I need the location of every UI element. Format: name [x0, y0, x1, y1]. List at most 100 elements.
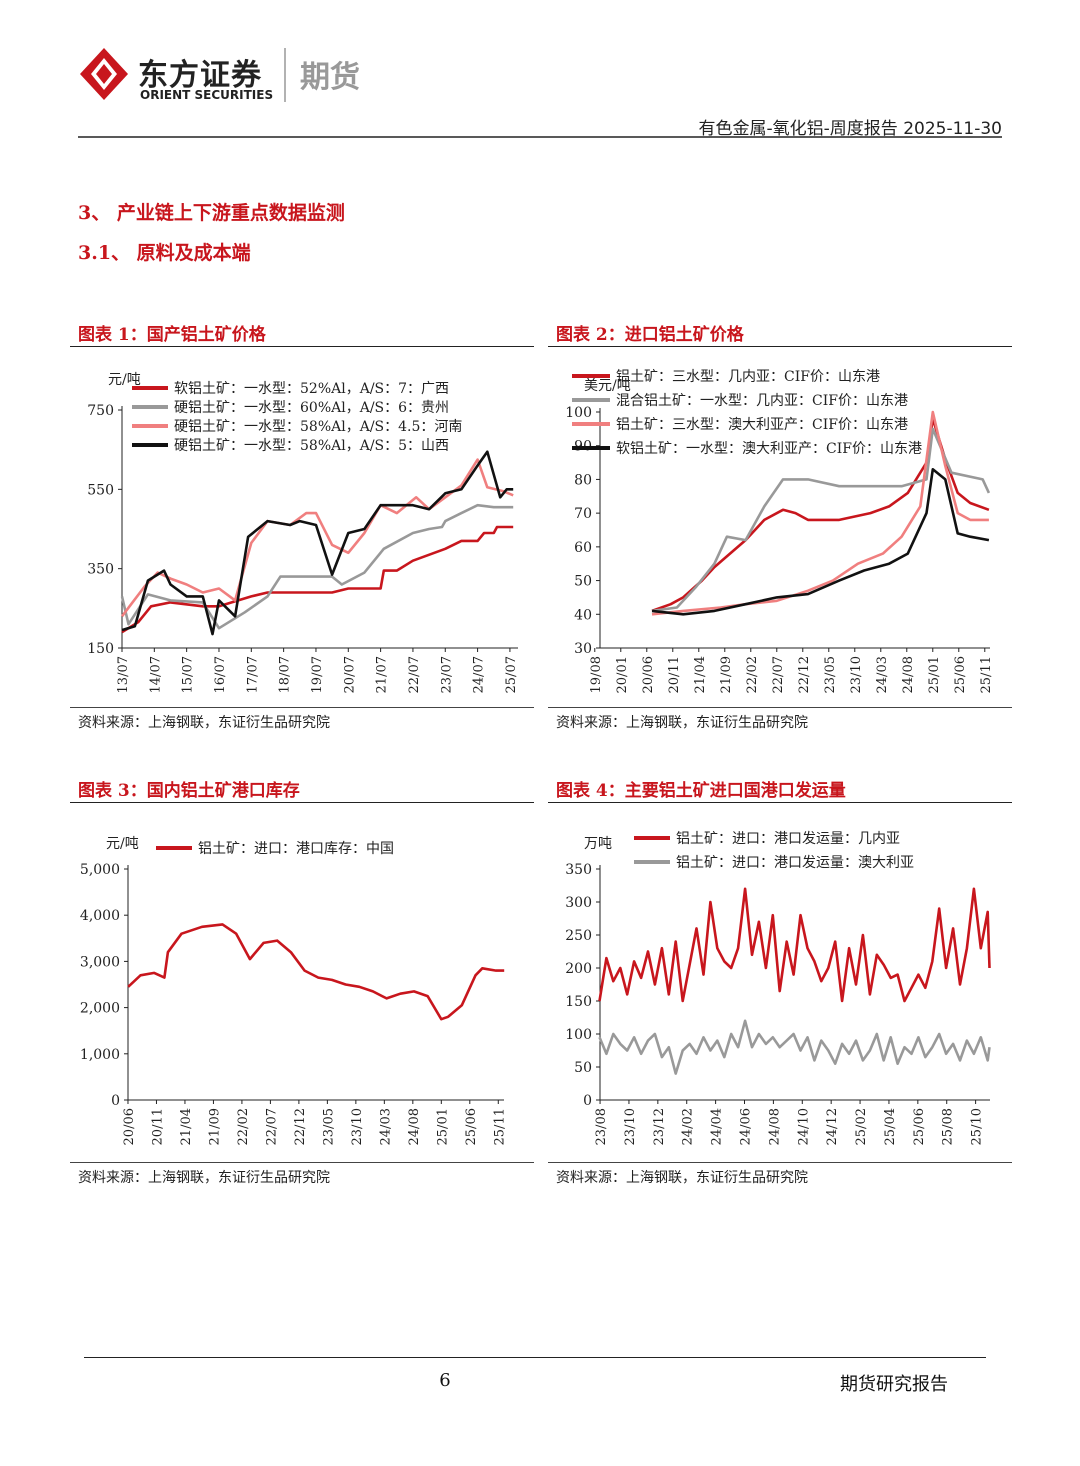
x-tick-label: 20/06 [641, 656, 656, 693]
x-tick-label: 25/01 [435, 1108, 450, 1145]
x-tick-label: 25/11 [979, 656, 994, 693]
legend-label-2: 混合铝土矿：一水型：几内亚：CIF价：山东港 [616, 393, 908, 409]
x-tick-label: 13/07 [116, 656, 131, 693]
figure-1-top-rule [70, 346, 534, 347]
x-tick-label: 22/07 [771, 656, 786, 693]
y-tick-label: 100 [565, 1027, 592, 1043]
footer-rule [84, 1357, 986, 1358]
x-tick-label: 20/06 [122, 1108, 137, 1145]
x-tick-label: 24/08 [767, 1108, 782, 1145]
x-tick-label: 23/10 [849, 656, 864, 693]
figure-4-title: 图表 4：主要铝土矿进口国港口发运量 [556, 781, 846, 801]
y-tick-label: 0 [111, 1093, 120, 1109]
chart-2-svg: 3040506070809010019/0820/0120/0620/1121/… [565, 369, 994, 693]
x-tick-label: 25/06 [912, 1108, 927, 1145]
figure-1-bottom-rule [70, 707, 534, 708]
division-label: 期货 [300, 60, 360, 95]
x-tick-label: 23/10 [350, 1108, 365, 1145]
brand-name-cn: 东方证券 [138, 58, 262, 93]
y-tick-label: 3,000 [80, 954, 120, 970]
footer-label: 期货研究报告 [840, 1374, 948, 1395]
legend-label-2: 硬铝土矿：一水型：60%Al，A/S：6：贵州 [174, 400, 449, 416]
y-tick-label: 0 [583, 1093, 592, 1109]
legend-label-4: 软铝土矿：一水型：澳大利亚产：CIF价：山东港 [616, 441, 922, 457]
figure-3-bottom-rule [70, 1162, 534, 1163]
legend-label-3: 硬铝土矿：一水型：58%Al，A/S：4.5：河南 [174, 419, 462, 435]
figure-2-bottom-rule [548, 707, 1012, 708]
y-tick-label: 150 [87, 641, 114, 657]
figure-4-top-rule [548, 802, 1012, 803]
chart-3: 0 1,000 2,000 3,000 4,000 5,000 20/06 20/11 21/0… [70, 808, 534, 1164]
y-tick-label: 200 [565, 961, 592, 977]
y-tick-label: 1,000 [80, 1047, 120, 1063]
x-tick-label: 25/07 [504, 656, 519, 693]
y-tick-label: 350 [87, 562, 114, 578]
y-tick-label: 100 [565, 405, 592, 421]
x-tick-label: 24/08 [901, 656, 916, 693]
brand-name-en: ORIENT SECURITIES [140, 88, 274, 102]
legend-label-3: 铝土矿：三水型：澳大利亚产：CIF价：山东港 [616, 417, 908, 433]
x-tick-label: 24/02 [681, 1108, 696, 1145]
legend-label-4: 硬铝土矿：一水型：58%Al，A/S：5：山西 [174, 438, 449, 454]
x-tick-label: 23/07 [439, 656, 454, 693]
series-line-1 [598, 887, 991, 1003]
x-tick-label: 25/01 [927, 656, 942, 693]
x-tick-label: 16/07 [213, 656, 228, 693]
x-tick-label: 25/06 [464, 1108, 479, 1145]
x-tick-label: 15/07 [181, 656, 196, 693]
y-tick-label: 300 [565, 895, 592, 911]
y-tick-label: 350 [565, 862, 592, 878]
y-tick-label: 4,000 [80, 908, 120, 924]
x-tick-label: 21/09 [207, 1108, 222, 1145]
y-unit-label: 元/吨 [108, 372, 141, 388]
y-unit-label: 元/吨 [106, 836, 139, 852]
x-tick-label: 21/07 [375, 656, 390, 693]
y-tick-label: 150 [565, 994, 592, 1010]
series-line-3 [120, 458, 514, 618]
x-tick-label: 21/04 [179, 1108, 194, 1145]
x-tick-label: 22/02 [745, 656, 760, 693]
x-tick-label: 21/09 [719, 656, 734, 693]
figure-3-top-rule [70, 802, 534, 803]
x-tick-label: 23/05 [823, 656, 838, 693]
subsection-heading: 3.1、 原料及成本端 [78, 242, 251, 264]
x-tick-label: 25/10 [970, 1108, 985, 1145]
report-line: 有色金属-氧化铝-周度报告 2025-11-30 [698, 119, 1002, 139]
x-tick-label: 24/03 [378, 1108, 393, 1145]
legend-label-1: 铝土矿：进口：港口库存：中国 [198, 841, 394, 857]
page-number: 6 [439, 1370, 451, 1391]
x-tick-label: 14/07 [148, 656, 163, 693]
x-tick-label: 22/07 [407, 656, 422, 693]
x-tick-label: 23/08 [594, 1108, 609, 1145]
y-tick-label: 30 [574, 641, 592, 657]
y-tick-label: 70 [574, 506, 592, 522]
y-tick-label: 2,000 [80, 1001, 120, 1017]
x-tick-label: 23/10 [623, 1108, 638, 1145]
x-tick-label: 22/07 [264, 1108, 279, 1145]
figure-2-source: 资料来源：上海钢联，东证衍生品研究院 [556, 715, 808, 731]
figure-3-source: 资料来源：上海钢联，东证衍生品研究院 [78, 1170, 330, 1186]
figure-2-title: 图表 2：进口铝土矿价格 [556, 325, 744, 345]
figure-4-bottom-rule [548, 1162, 1012, 1163]
series-line-4 [121, 450, 514, 636]
series-line-1 [121, 525, 514, 634]
x-tick-label: 20/01 [615, 656, 630, 693]
series-line-1 [127, 923, 505, 1021]
x-tick-label: 24/06 [739, 1108, 754, 1145]
series-line-2 [598, 1019, 991, 1075]
y-tick-label: 50 [574, 574, 592, 590]
figure-1-source: 资料来源：上海钢联，东证衍生品研究院 [78, 715, 330, 731]
figure-1-title: 图表 1：国产铝土矿价格 [78, 325, 266, 345]
chart-4: 0 50 100 150 200 250 300 350 23/08 23/10 23/12 24/0… [548, 808, 1012, 1164]
x-tick-label: 24/07 [472, 656, 487, 693]
x-tick-label: 25/04 [883, 1108, 898, 1145]
x-tick-label: 21/04 [693, 656, 708, 693]
figure-4-source: 资料来源：上海钢联，东证衍生品研究院 [556, 1170, 808, 1186]
x-tick-label: 22/12 [797, 656, 812, 693]
section-heading: 3、 产业链上下游重点数据监测 [78, 202, 345, 224]
y-unit-label: 美元/吨 [584, 378, 631, 394]
x-tick-label: 25/02 [854, 1108, 869, 1145]
y-tick-label: 80 [574, 472, 592, 488]
x-tick-label: 25/11 [492, 1108, 507, 1145]
x-tick-label: 24/08 [407, 1108, 422, 1145]
